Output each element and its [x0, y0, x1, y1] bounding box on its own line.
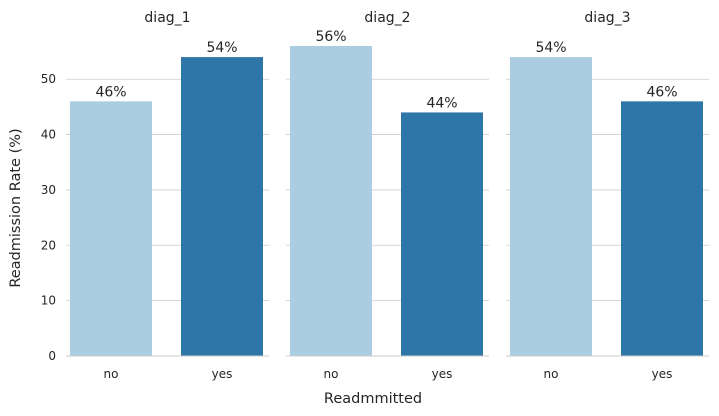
data-label: 44%	[426, 95, 457, 111]
x-tick-label: yes	[212, 367, 233, 381]
bar-diag_3-yes	[621, 101, 703, 356]
y-tick-label: 40	[41, 128, 56, 142]
x-tick-label: yes	[652, 367, 673, 381]
x-tick-label: yes	[432, 367, 453, 381]
y-tick-label: 10	[41, 294, 56, 308]
data-label: 54%	[206, 40, 237, 56]
y-axis-label: Readmission Rate (%)	[8, 128, 24, 287]
y-tick-label: 30	[41, 183, 56, 197]
x-tick-label: no	[324, 367, 339, 381]
bar-diag_1-yes	[181, 57, 263, 356]
bar-diag_1-no	[70, 101, 152, 356]
facet-title: diag_1	[144, 10, 190, 26]
data-label: 46%	[95, 84, 126, 100]
bar-diag_2-yes	[401, 112, 483, 356]
y-tick-label: 20	[41, 238, 56, 252]
y-tick-label: 0	[48, 349, 56, 363]
y-tick-label: 50	[41, 72, 56, 86]
x-tick-label: no	[544, 367, 559, 381]
bar-diag_2-no	[290, 46, 372, 356]
x-axis-label: Readmmitted	[324, 391, 422, 407]
data-label: 56%	[315, 29, 346, 45]
facet-title: diag_2	[364, 10, 410, 26]
x-tick-label: no	[104, 367, 119, 381]
data-label: 54%	[535, 40, 566, 56]
data-label: 46%	[646, 84, 677, 100]
facet-title: diag_3	[584, 10, 630, 26]
bar-diag_3-no	[510, 57, 592, 356]
